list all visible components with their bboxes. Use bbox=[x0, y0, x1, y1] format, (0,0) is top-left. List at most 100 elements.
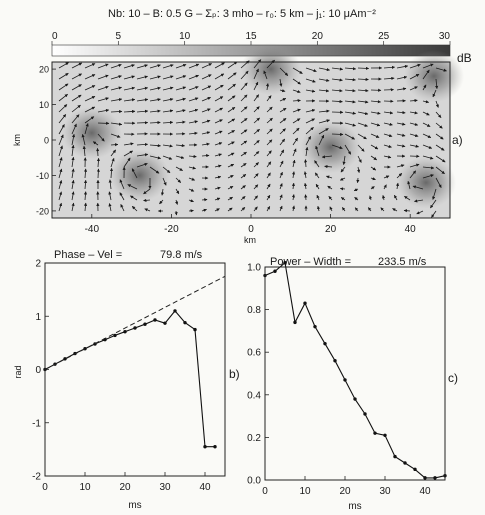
vector-arrow bbox=[409, 163, 420, 168]
panel-b-data-line bbox=[44, 310, 215, 448]
vector-arrow bbox=[143, 188, 151, 195]
panel-b-ylabel: rad bbox=[13, 365, 23, 378]
vector-arrow bbox=[370, 144, 379, 150]
panel-b-data-point bbox=[113, 333, 117, 338]
vector-arrow bbox=[175, 166, 183, 171]
panel-c-data-point bbox=[283, 261, 287, 265]
vector-arrow bbox=[127, 184, 138, 190]
panel-c-data-point bbox=[313, 324, 317, 329]
panel-b-data-point bbox=[183, 320, 187, 325]
vector-arrow bbox=[265, 83, 270, 91]
vector-arrow bbox=[357, 122, 368, 127]
vector-arrow bbox=[292, 108, 301, 113]
vector-arrow bbox=[240, 82, 248, 91]
vector-arrow bbox=[253, 128, 260, 135]
vector-arrow bbox=[395, 182, 400, 190]
panel-c-title-value: 233.5 m/s bbox=[378, 256, 427, 268]
vector-arrow bbox=[292, 159, 296, 168]
vector-arrow bbox=[188, 120, 198, 124]
vector-arrow bbox=[83, 202, 88, 212]
vector-arrow bbox=[331, 67, 344, 71]
vector-arrow bbox=[214, 186, 221, 190]
vortex-shading bbox=[109, 149, 170, 202]
vector-arrow bbox=[71, 191, 75, 201]
vector-arrow bbox=[409, 144, 419, 148]
vector-arrow bbox=[407, 180, 411, 190]
vector-arrow bbox=[342, 155, 346, 165]
vector-arrow bbox=[344, 78, 356, 82]
vector-arrow bbox=[175, 120, 186, 124]
panel-a-xtick-label: 40 bbox=[405, 224, 417, 235]
vector-arrow bbox=[71, 84, 82, 91]
vector-arrow bbox=[409, 170, 417, 179]
vector-arrow bbox=[357, 77, 369, 82]
vector-arrow bbox=[292, 67, 303, 74]
vector-arrow bbox=[162, 144, 173, 148]
vector-arrow bbox=[227, 174, 234, 179]
panel-a: -40 -20 0 20 40 20 10 0 -10 -20 km km a) bbox=[12, 43, 465, 245]
colorbar-tick-label: 15 bbox=[245, 31, 257, 42]
vector-arrow bbox=[136, 86, 149, 91]
vector-arrow bbox=[304, 159, 308, 168]
panel-b-title-left: Phase – Vel = bbox=[54, 249, 122, 261]
vector-arrow bbox=[84, 85, 96, 91]
vector-arrow bbox=[292, 78, 301, 85]
vector-arrow bbox=[404, 195, 411, 201]
vortex-shading bbox=[240, 43, 301, 96]
vector-arrow bbox=[227, 61, 238, 69]
figure-title: Nb: 10 – B: 0.5 G – Σₚ: 3 mho – r₀: 5 km… bbox=[108, 8, 376, 20]
vector-arrow bbox=[253, 81, 259, 91]
vector-arrow bbox=[175, 155, 185, 159]
vector-arrow bbox=[435, 100, 439, 108]
colorbar-ticks: 0 5 10 15 20 25 30 bbox=[51, 31, 451, 45]
vector-arrow bbox=[422, 155, 434, 160]
vector-arrow bbox=[382, 195, 386, 201]
vector-arrow bbox=[396, 75, 408, 80]
vector-arrow bbox=[392, 208, 398, 212]
colorbar-tick-label: 30 bbox=[439, 31, 451, 42]
vector-arrow bbox=[422, 122, 431, 127]
vector-arrow bbox=[58, 114, 67, 124]
panel-c-ytick-label: 0.0 bbox=[247, 476, 261, 487]
panel-a-ylabel: km bbox=[12, 134, 22, 146]
vector-arrow bbox=[149, 98, 161, 102]
vector-arrow bbox=[253, 59, 262, 69]
vector-arrow bbox=[253, 106, 260, 113]
vector-arrow bbox=[435, 111, 442, 118]
vector-arrow bbox=[383, 155, 392, 159]
vector-arrow bbox=[110, 86, 122, 91]
vector-arrow bbox=[291, 171, 296, 179]
vector-arrow bbox=[120, 204, 125, 212]
vector-arrow bbox=[383, 122, 393, 126]
vector-arrow bbox=[403, 209, 411, 213]
vector-arrow bbox=[227, 152, 235, 157]
vector-arrow bbox=[136, 64, 148, 69]
vector-arrow bbox=[227, 83, 236, 91]
vector-arrow bbox=[396, 64, 409, 69]
vector-arrow bbox=[331, 144, 343, 150]
vector-arrow bbox=[316, 205, 321, 212]
vector-arrow bbox=[149, 75, 161, 80]
vector-arrow bbox=[396, 110, 406, 115]
vector-arrow bbox=[71, 114, 80, 124]
vector-arrow bbox=[227, 196, 233, 201]
vector-arrow bbox=[344, 89, 356, 93]
vector-arrow bbox=[370, 166, 377, 171]
panel-a-xtick-label: -20 bbox=[164, 224, 179, 235]
vector-arrow bbox=[279, 149, 285, 157]
vector-arrow bbox=[175, 199, 179, 205]
panel-b-data-point bbox=[153, 318, 157, 322]
panel-c-xtick-label: 20 bbox=[339, 486, 351, 497]
vector-arrow bbox=[396, 144, 406, 148]
vector-arrow bbox=[370, 111, 381, 115]
vector-arrow bbox=[175, 86, 187, 91]
vector-arrow bbox=[84, 95, 96, 102]
vector-arrow bbox=[119, 192, 125, 201]
vector-arrow bbox=[110, 157, 115, 168]
vector-arrow bbox=[201, 96, 211, 102]
vector-arrow bbox=[279, 138, 286, 146]
panel-b-data-point bbox=[213, 445, 217, 449]
panel-a-label: a) bbox=[452, 133, 463, 147]
panel-b-data-point bbox=[123, 329, 127, 334]
